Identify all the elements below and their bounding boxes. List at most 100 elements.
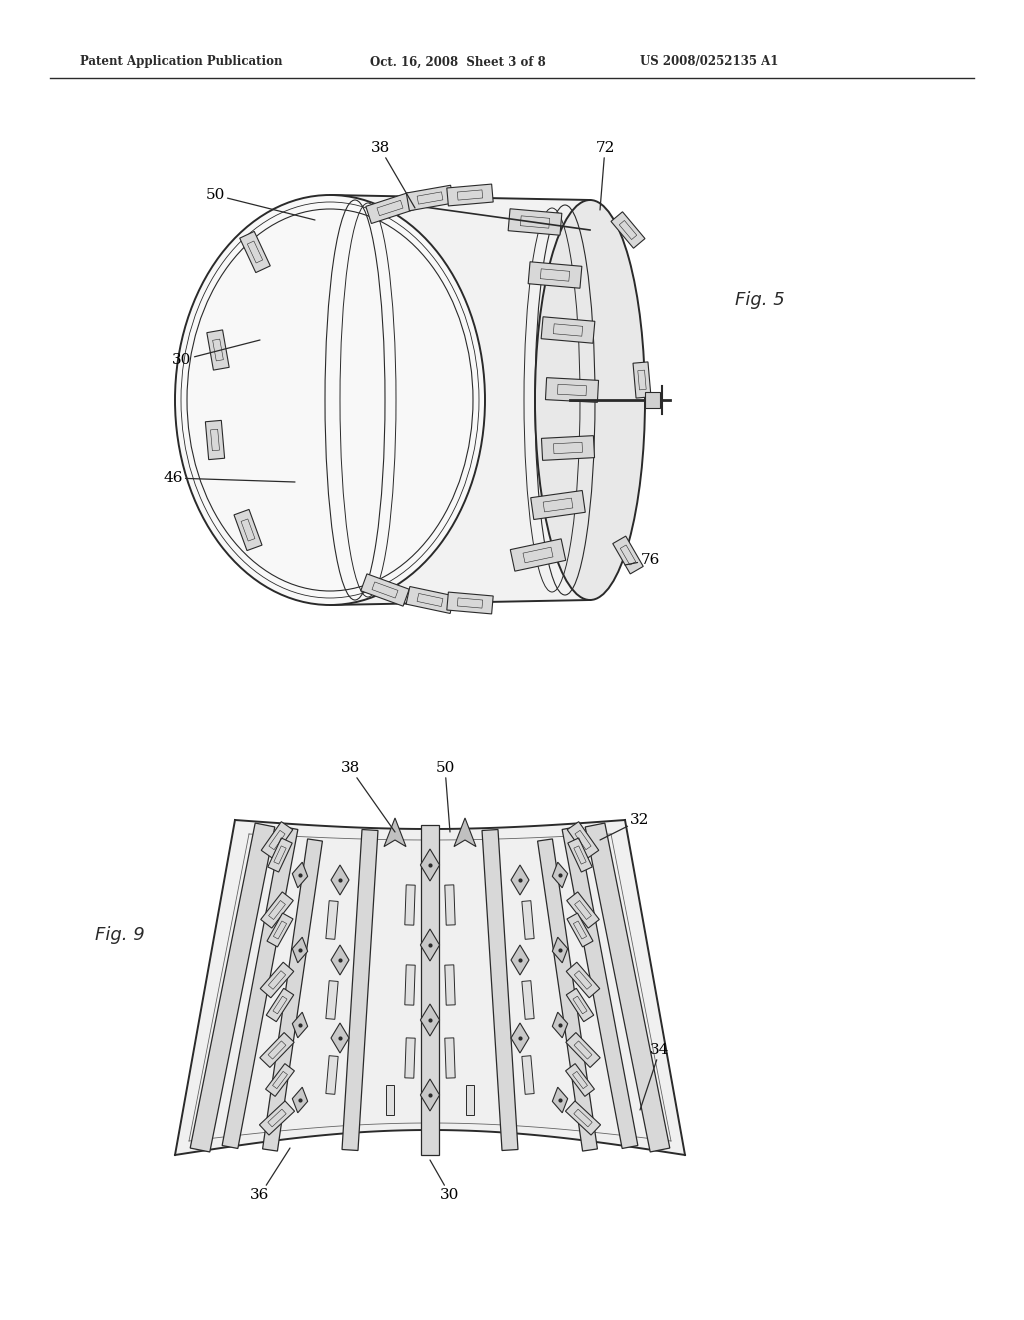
Text: Fig. 5: Fig. 5	[735, 290, 784, 309]
Text: 50: 50	[435, 762, 455, 832]
Text: 34: 34	[640, 1043, 670, 1110]
Text: Oct. 16, 2008  Sheet 3 of 8: Oct. 16, 2008 Sheet 3 of 8	[370, 55, 546, 69]
Polygon shape	[206, 420, 224, 459]
Polygon shape	[565, 1064, 594, 1097]
Polygon shape	[234, 510, 262, 550]
Polygon shape	[292, 937, 307, 962]
Polygon shape	[421, 1005, 439, 1036]
Text: 38: 38	[371, 141, 415, 209]
Polygon shape	[330, 195, 590, 605]
Text: Patent Application Publication: Patent Application Publication	[80, 55, 283, 69]
Polygon shape	[404, 884, 415, 925]
Polygon shape	[331, 1023, 349, 1053]
Polygon shape	[482, 829, 518, 1151]
Polygon shape	[546, 378, 599, 403]
Polygon shape	[407, 185, 454, 211]
Polygon shape	[645, 392, 660, 408]
Polygon shape	[565, 1101, 600, 1135]
Polygon shape	[566, 962, 600, 998]
Polygon shape	[633, 362, 651, 399]
Polygon shape	[567, 838, 592, 873]
Text: 46: 46	[163, 471, 295, 484]
Polygon shape	[511, 945, 529, 975]
Polygon shape	[585, 824, 670, 1152]
Text: 32: 32	[600, 813, 649, 840]
Polygon shape	[421, 825, 439, 1155]
Polygon shape	[259, 1101, 295, 1135]
Polygon shape	[522, 1056, 535, 1094]
Polygon shape	[331, 865, 349, 895]
Ellipse shape	[175, 195, 485, 605]
Polygon shape	[421, 1078, 439, 1111]
Polygon shape	[386, 1085, 394, 1115]
Polygon shape	[384, 818, 406, 846]
Polygon shape	[567, 821, 599, 858]
Polygon shape	[552, 937, 567, 962]
Polygon shape	[222, 826, 298, 1148]
Polygon shape	[508, 209, 562, 235]
Polygon shape	[266, 989, 294, 1022]
Polygon shape	[552, 862, 567, 888]
Polygon shape	[541, 317, 595, 343]
Text: 30: 30	[430, 1160, 460, 1203]
Polygon shape	[511, 1023, 529, 1053]
Polygon shape	[522, 981, 535, 1019]
Polygon shape	[404, 1038, 415, 1078]
Polygon shape	[331, 945, 349, 975]
Polygon shape	[446, 593, 494, 614]
Text: 76: 76	[625, 553, 659, 568]
Polygon shape	[366, 193, 414, 223]
Text: US 2008/0252135 A1: US 2008/0252135 A1	[640, 55, 778, 69]
Polygon shape	[566, 989, 594, 1022]
Polygon shape	[454, 818, 476, 846]
Polygon shape	[404, 965, 415, 1005]
Polygon shape	[566, 1032, 600, 1068]
Polygon shape	[444, 965, 456, 1005]
Polygon shape	[510, 539, 565, 572]
Text: 30: 30	[172, 341, 260, 367]
Polygon shape	[262, 840, 323, 1151]
Polygon shape	[292, 862, 307, 888]
Polygon shape	[567, 913, 593, 946]
Polygon shape	[466, 1085, 474, 1115]
Polygon shape	[528, 261, 582, 288]
Polygon shape	[421, 929, 439, 961]
Polygon shape	[612, 536, 643, 574]
Polygon shape	[175, 820, 685, 1155]
Polygon shape	[444, 1038, 456, 1078]
Polygon shape	[407, 586, 454, 614]
Ellipse shape	[535, 201, 645, 601]
Polygon shape	[446, 183, 494, 206]
Polygon shape	[261, 892, 293, 928]
Polygon shape	[326, 1056, 338, 1094]
Polygon shape	[566, 892, 599, 928]
Text: 72: 72	[595, 141, 614, 210]
Polygon shape	[292, 1012, 307, 1038]
Polygon shape	[552, 1088, 567, 1113]
Polygon shape	[326, 900, 338, 940]
Polygon shape	[207, 330, 229, 370]
Polygon shape	[267, 913, 293, 946]
Polygon shape	[421, 849, 439, 880]
Text: 36: 36	[250, 1148, 290, 1203]
Text: 38: 38	[340, 762, 395, 832]
Polygon shape	[542, 436, 595, 461]
Polygon shape	[511, 865, 529, 895]
Polygon shape	[190, 824, 274, 1152]
Polygon shape	[260, 962, 294, 998]
Polygon shape	[268, 838, 292, 873]
Polygon shape	[260, 1032, 294, 1068]
Polygon shape	[611, 211, 645, 248]
Polygon shape	[292, 1088, 307, 1113]
Text: Fig. 9: Fig. 9	[95, 927, 144, 944]
Polygon shape	[562, 826, 638, 1148]
Polygon shape	[552, 1012, 567, 1038]
Text: 50: 50	[206, 187, 315, 220]
Polygon shape	[265, 1064, 295, 1097]
Polygon shape	[240, 231, 270, 273]
Polygon shape	[530, 491, 586, 520]
Polygon shape	[261, 821, 293, 858]
Polygon shape	[360, 574, 410, 606]
Polygon shape	[522, 900, 535, 940]
Polygon shape	[326, 981, 338, 1019]
